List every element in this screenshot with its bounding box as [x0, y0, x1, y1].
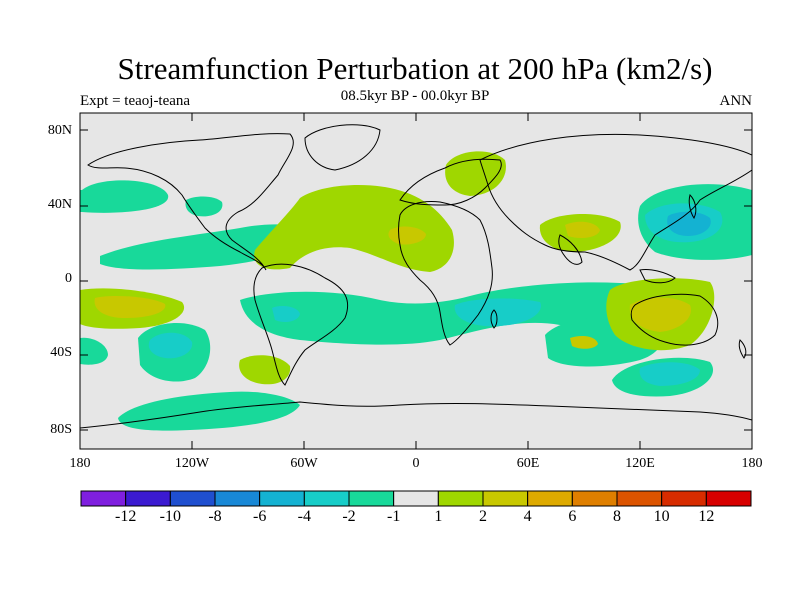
colorbar-label: 1: [434, 508, 443, 525]
colorbar-label: -6: [252, 508, 267, 525]
lon-label-180w: 180: [69, 456, 91, 471]
colorbar-label: 4: [523, 508, 532, 525]
contour-fields: [80, 151, 752, 431]
colorbar-label: -10: [159, 508, 181, 525]
colorbar-swatch: [527, 490, 573, 507]
map-subtitle: 08.5kyr BP - 00.0kyr BP: [340, 88, 490, 104]
colorbar-label: 2: [479, 508, 487, 525]
colorbar-label: -8: [208, 508, 222, 525]
colorbar-label: -4: [297, 508, 311, 525]
colorbar-swatch: [348, 490, 395, 507]
colorbar-label: 10: [653, 508, 670, 525]
colorbar-swatch: [393, 490, 439, 507]
lat-label-80s: 80S: [50, 422, 72, 437]
strongest-negative-core: [667, 211, 711, 236]
colorbar-swatch: [80, 490, 127, 507]
colorbar-swatch: [437, 490, 484, 507]
lon-label-180e: 180: [741, 456, 763, 471]
season-label: ANN: [719, 93, 753, 109]
colorbar-label: -12: [114, 508, 137, 525]
lon-label-0: 0: [412, 456, 420, 471]
lon-label-120w: 120W: [174, 456, 210, 471]
colorbar-label: 6: [568, 508, 577, 525]
colorbar-label: 8: [613, 508, 621, 525]
lat-label-80n: 80N: [47, 123, 72, 138]
experiment-label: Expt = teaoj-teana: [80, 93, 191, 109]
colorbar-swatch: [616, 490, 663, 507]
colorbar-swatch: [482, 490, 529, 507]
colorbar-swatch: [661, 490, 707, 507]
colorbar-swatch: [169, 490, 216, 507]
colorbar-swatch: [259, 490, 305, 507]
colorbar-label: 12: [698, 508, 715, 525]
colorbar-label: -1: [386, 508, 401, 525]
colorbar-label: -2: [342, 508, 356, 525]
map-title: Streamfunction Perturbation at 200 hPa (…: [117, 51, 713, 86]
colorbar-swatch: [214, 490, 261, 507]
lat-label-40s: 40S: [50, 345, 72, 360]
colorbar-swatch: [125, 490, 171, 507]
lat-label-eq: 0: [65, 271, 72, 286]
strong-positive-cores: [94, 221, 691, 349]
lon-label-120e: 120E: [625, 456, 655, 471]
lon-label-60e: 60E: [516, 456, 540, 471]
colorbar-swatch: [705, 490, 752, 507]
lat-label-40n: 40N: [47, 197, 72, 212]
colorbar-swatch: [303, 490, 350, 507]
colorbar-swatch: [571, 490, 618, 507]
continent-outlines: [80, 124, 752, 429]
lon-label-60w: 60W: [290, 456, 318, 471]
axis-ticks: [80, 113, 752, 449]
colorbar: [80, 490, 752, 507]
